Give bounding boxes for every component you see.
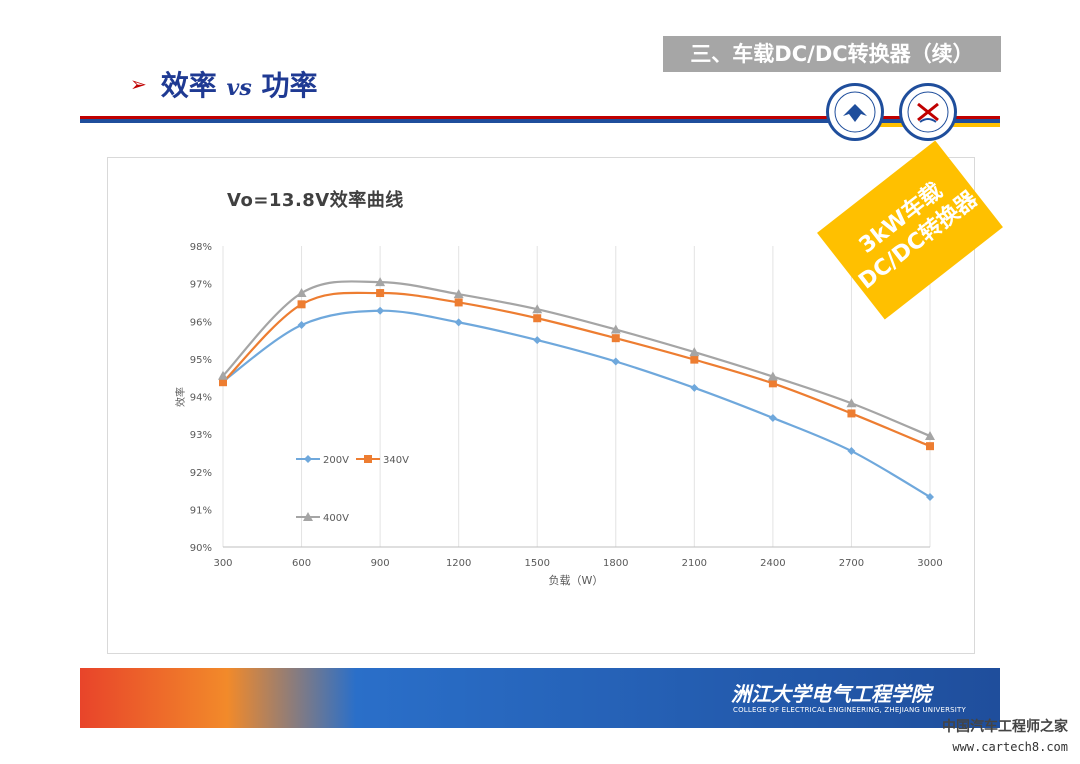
zju-emblem-svg xyxy=(834,91,876,133)
arrow-bullet-icon: ➢ xyxy=(130,72,147,96)
slide-title: ➢ 效率 vs 功率 xyxy=(130,64,317,104)
footer-banner xyxy=(80,668,1000,728)
zju-emblem-icon xyxy=(826,83,884,141)
footer-university-name: 洲江大学电气工程学院 xyxy=(731,682,931,706)
title-vs: vs xyxy=(226,75,252,101)
chart-title: Vo=13.8V效率曲线 xyxy=(227,190,404,211)
watermark-site-name: 中国汽车工程师之家 xyxy=(942,719,1068,735)
footer-college-english: COLLEGE OF ELECTRICAL ENGINEERING, ZHEJI… xyxy=(733,706,967,714)
title-efficiency: 效率 xyxy=(160,69,217,102)
header-band-red xyxy=(80,116,1000,119)
watermark-site-url: www.cartech8.com xyxy=(952,740,1068,754)
section-label: 三、车载DC/DC转换器（续） xyxy=(663,36,1001,72)
header-band-blue xyxy=(80,119,1000,123)
college-emblem-icon xyxy=(899,83,957,141)
college-emblem-svg xyxy=(907,91,949,133)
slide-title-text: 效率 vs 功率 xyxy=(161,64,318,104)
title-power: 功率 xyxy=(261,69,318,102)
